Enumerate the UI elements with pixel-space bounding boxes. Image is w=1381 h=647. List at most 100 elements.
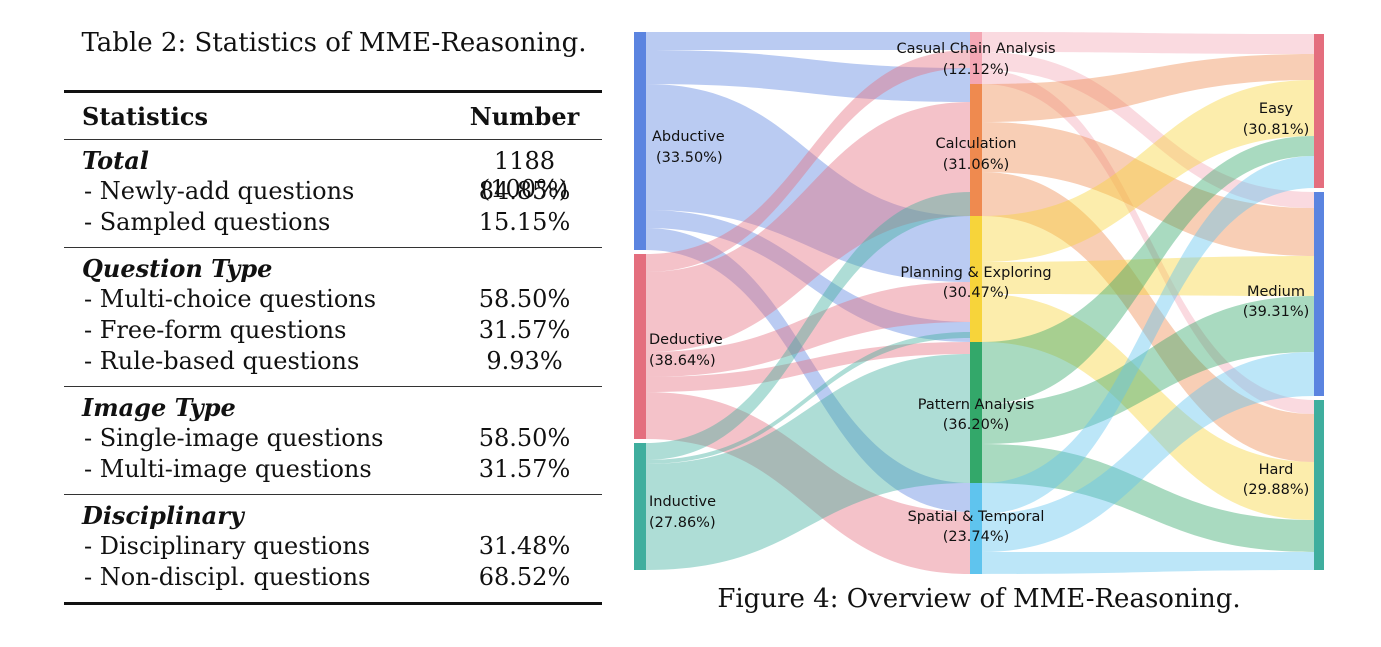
header-number: Number bbox=[469, 101, 580, 131]
node-pct-casual: (12.12%) bbox=[943, 62, 1010, 78]
node-bar-hard bbox=[1314, 400, 1324, 570]
node-bar-spatial bbox=[970, 483, 982, 574]
node-label-easy: Easy bbox=[1259, 101, 1294, 117]
sankey-link-abductive bbox=[646, 228, 970, 512]
row-label: - Disciplinary questions bbox=[84, 532, 371, 560]
row-label: - Sampled questions bbox=[84, 208, 331, 236]
row-value: 9.93% bbox=[486, 347, 563, 375]
sankey-link-deductive bbox=[646, 392, 970, 574]
sankey-link-planning bbox=[982, 256, 1314, 296]
sankey-links bbox=[646, 32, 1314, 574]
sankey-link-spatial bbox=[982, 352, 1314, 552]
section-rule bbox=[64, 247, 602, 248]
table-top-rule bbox=[64, 90, 602, 93]
node-bar-pattern bbox=[970, 342, 982, 483]
table-row: - Sampled questions 15.15% bbox=[64, 208, 602, 239]
node-label-abductive: Abductive bbox=[652, 129, 725, 145]
sankey-link-abductive bbox=[646, 84, 970, 282]
sankey-link-abductive bbox=[646, 32, 970, 50]
node-bar-deductive bbox=[634, 254, 646, 439]
node-pct-calculation: (31.06%) bbox=[943, 157, 1010, 173]
sankey-link-inductive bbox=[646, 354, 970, 570]
node-bar-planning bbox=[970, 216, 982, 342]
node-bar-abductive bbox=[634, 32, 646, 250]
sankey-link-planning bbox=[982, 294, 1314, 520]
row-value: 84.85% bbox=[478, 177, 571, 205]
row-label: - Multi-choice questions bbox=[84, 285, 377, 313]
sankey-link-inductive bbox=[646, 192, 970, 460]
sankey-link-calculation bbox=[982, 122, 1314, 256]
table-bottom-rule bbox=[64, 602, 602, 605]
node-pct-pattern: (36.20%) bbox=[943, 417, 1010, 433]
node-label-calculation: Calculation bbox=[936, 136, 1017, 152]
section-image-type: Image Type - Single-image questions 58.5… bbox=[64, 387, 602, 494]
header-rule bbox=[64, 139, 602, 140]
sankey-link-deductive bbox=[646, 282, 970, 377]
sankey-link-casual bbox=[982, 32, 1314, 54]
node-bar-medium bbox=[1314, 192, 1324, 396]
node-pct-easy: (30.81%) bbox=[1243, 122, 1310, 138]
sankey-link-calculation bbox=[982, 172, 1314, 462]
sankey-link-inductive bbox=[646, 332, 970, 464]
sankey-link-casual bbox=[982, 70, 1314, 414]
node-label-medium: Medium bbox=[1247, 284, 1305, 300]
row-label: - Free-form questions bbox=[84, 316, 347, 344]
node-pct-inductive: (27.86%) bbox=[649, 515, 716, 531]
row-value: 31.48% bbox=[478, 532, 571, 560]
section-disciplinary: Disciplinary - Disciplinary questions 31… bbox=[64, 495, 602, 602]
sankey-link-calculation bbox=[982, 54, 1314, 122]
node-bar-calculation bbox=[970, 84, 982, 216]
sankey-link-planning bbox=[982, 80, 1314, 262]
sankey-link-pattern bbox=[982, 136, 1314, 404]
row-label: - Newly-add questions bbox=[84, 177, 355, 205]
header-statistics: Statistics bbox=[82, 101, 209, 131]
node-bar-casual bbox=[970, 32, 982, 84]
table-row: - Single-image questions 58.50% bbox=[64, 424, 602, 455]
node-pct-abductive: (33.50%) bbox=[656, 150, 723, 166]
node-label-spatial: Spatial & Temporal bbox=[908, 509, 1045, 525]
row-label: - Single-image questions bbox=[84, 424, 384, 452]
sankey-link-pattern bbox=[982, 296, 1314, 444]
node-label-pattern: Pattern Analysis bbox=[918, 397, 1035, 413]
section-title-row: Total 1188 (100%) bbox=[64, 146, 602, 203]
section-rule bbox=[64, 386, 602, 387]
sankey-nodes bbox=[634, 32, 1324, 574]
node-pct-hard: (29.88%) bbox=[1243, 482, 1310, 498]
node-pct-planning: (30.47%) bbox=[943, 285, 1010, 301]
node-label-casual: Casual Chain Analysis bbox=[896, 41, 1055, 57]
section-title: Question Type bbox=[82, 254, 273, 283]
sankey-link-pattern bbox=[982, 444, 1314, 552]
section-value: 1188 (100%) bbox=[480, 147, 569, 203]
table-row: - Multi-choice questions 58.50% bbox=[64, 285, 602, 316]
table-caption: Table 2: Statistics of MME-Reasoning. bbox=[81, 28, 587, 58]
statistics-table: Statistics Number Total 1188 (100%) - Ne… bbox=[64, 90, 602, 605]
row-value: 31.57% bbox=[478, 455, 571, 483]
table-row: - Newly-add questions 84.85% bbox=[64, 177, 602, 208]
row-label: - Rule-based questions bbox=[84, 347, 360, 375]
node-pct-spatial: (23.74%) bbox=[943, 529, 1010, 545]
sankey-link-spatial bbox=[982, 156, 1314, 514]
table-row: - Disciplinary questions 31.48% bbox=[64, 532, 602, 563]
row-value: 31.57% bbox=[478, 316, 571, 344]
sankey-link-deductive bbox=[646, 50, 970, 272]
sankey-link-deductive bbox=[646, 342, 970, 392]
section-title: Total bbox=[82, 146, 149, 175]
node-label-planning: Planning & Exploring bbox=[900, 265, 1051, 281]
table-row: - Multi-image questions 31.57% bbox=[64, 455, 602, 486]
section-title-row: Question Type bbox=[64, 254, 602, 285]
section-total: Total 1188 (100%) - Newly-add questions … bbox=[64, 140, 602, 247]
section-title-row: Image Type bbox=[64, 393, 602, 424]
table-header-row: Statistics Number bbox=[64, 93, 602, 139]
section-title: Image Type bbox=[82, 393, 236, 422]
row-label: - Non-discipl. questions bbox=[84, 563, 371, 591]
node-label-hard: Hard bbox=[1259, 462, 1294, 478]
sankey-link-casual bbox=[982, 52, 1314, 208]
section-title: Disciplinary bbox=[82, 501, 244, 530]
node-bar-easy bbox=[1314, 34, 1324, 188]
sankey-link-abductive bbox=[646, 210, 970, 342]
row-value: 58.50% bbox=[478, 424, 571, 452]
row-label: - Multi-image questions bbox=[84, 455, 372, 483]
node-pct-deductive: (38.64%) bbox=[649, 353, 716, 369]
node-label-inductive: Inductive bbox=[649, 494, 716, 510]
node-bar-inductive bbox=[634, 443, 646, 570]
